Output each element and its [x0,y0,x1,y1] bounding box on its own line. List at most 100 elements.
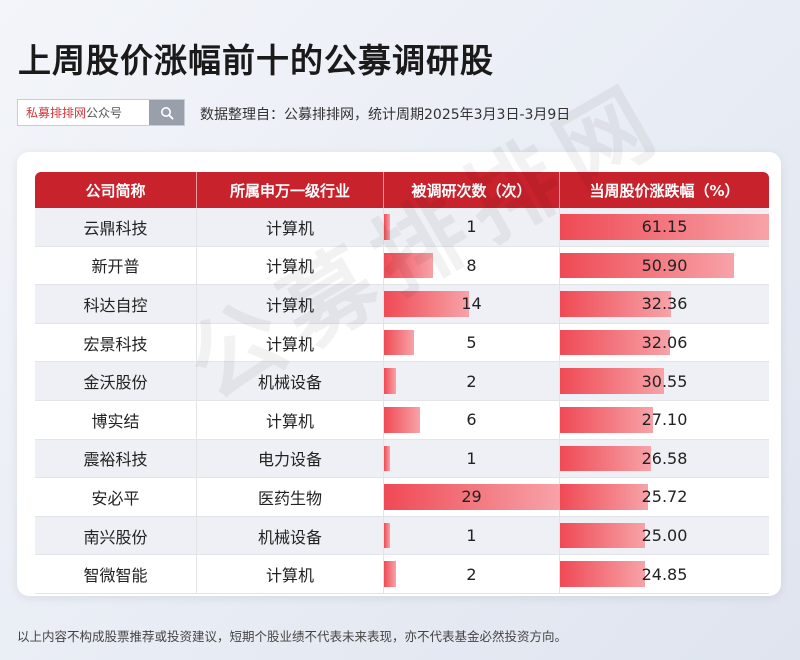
surveys-bar [384,406,421,433]
change-bar [560,291,671,317]
change-bar [560,522,646,549]
table-header: 公司简称 所属申万一级行业 被调研次数（次） 当周股价涨跌幅（%） [35,172,769,208]
table-row: 博实结 计算机 6 27.10 [35,400,769,440]
surveys-value: 14 [461,294,482,314]
surveys-bar [384,522,391,549]
surveys-value: 1 [466,526,477,546]
change-cell: 50.90 [560,247,769,285]
page-title: 上周股价涨幅前十的公募调研股 [18,41,494,80]
surveys-value: 1 [466,217,477,237]
company-cell: 震裕科技 [35,439,197,478]
surveys-bar [384,484,560,510]
surveys-value: 8 [466,255,477,275]
surveys-bar [384,214,391,240]
surveys-bar [384,445,391,472]
change-cell: 61.15 [560,208,769,246]
surveys-value: 2 [466,564,477,584]
change-value: 26.58 [641,448,688,468]
industry-cell: 机械设备 [197,516,384,555]
surveys-cell: 1 [384,208,560,246]
surveys-value: 5 [466,333,477,353]
change-value: 24.85 [641,564,688,584]
industry-cell: 计算机 [197,555,384,593]
column-header-company: 公司简称 [35,172,197,208]
change-bar [560,214,769,240]
change-cell: 30.55 [560,362,769,400]
company-cell: 博实结 [35,400,197,439]
table-row: 安必平 医药生物 29 25.72 [35,478,769,517]
surveys-cell: 6 [384,400,560,439]
surveys-bar [384,368,397,394]
change-cell: 32.06 [560,324,769,362]
search-button[interactable] [149,100,184,125]
industry-cell: 计算机 [197,323,384,362]
surveys-cell: 2 [384,555,560,593]
company-cell: 云鼎科技 [35,208,197,246]
company-cell: 安必平 [35,478,197,516]
change-value: 32.36 [641,294,688,314]
search-input[interactable]: 私募排排网 公众号 [18,100,149,125]
change-bar [560,484,648,510]
surveys-value: 2 [466,371,477,391]
change-cell: 24.85 [560,555,769,593]
survey-stock-table: 公司简称 所属申万一级行业 被调研次数（次） 当周股价涨跌幅（%） 云鼎科技 计算… [35,172,769,594]
table-row: 金沃股份 机械设备 2 30.55 [35,362,769,401]
change-value: 25.00 [641,526,688,546]
change-value: 25.72 [641,487,688,507]
table-row: 科达自控 计算机 14 32.36 [35,285,769,324]
column-header-industry: 所属申万一级行业 [197,172,384,208]
change-cell: 27.10 [560,401,769,439]
surveys-bar [384,329,415,356]
change-cell: 25.72 [560,478,769,516]
disclaimer: 以上内容不构成股票推荐或投资建议，短期个股业绩不代表未来表现，亦不代表基金必然投… [17,629,568,644]
search-icon [160,106,174,120]
change-bar [560,252,734,279]
search-box[interactable]: 私募排排网 公众号 [17,99,185,126]
table-body: 云鼎科技 计算机 1 61.15 新开普 计算机 8 50.90 科达自控 计算机 14 32.36 宏… [35,208,769,594]
company-cell: 科达自控 [35,285,197,323]
industry-cell: 计算机 [197,208,384,246]
surveys-value: 6 [466,410,477,430]
surveys-value: 29 [461,487,482,507]
surveys-bar [384,252,433,279]
company-cell: 金沃股份 [35,362,197,400]
industry-cell: 机械设备 [197,362,384,400]
change-value: 61.15 [641,217,688,237]
surveys-cell: 8 [384,246,560,285]
change-value: 27.10 [641,410,688,430]
data-source-note: 数据整理自：公募排排网，统计周期2025年3月3日-3月9日 [200,107,571,123]
table-row: 新开普 计算机 8 50.90 [35,246,769,286]
change-value: 32.06 [641,333,688,353]
company-cell: 南兴股份 [35,516,197,555]
surveys-cell: 5 [384,323,560,362]
surveys-cell: 1 [384,439,560,478]
surveys-cell: 1 [384,516,560,555]
surveys-bar [384,561,397,587]
table-row: 震裕科技 电力设备 1 26.58 [35,439,769,479]
change-bar [560,561,645,587]
brand-suffix: 公众号 [86,106,123,120]
surveys-bar [384,291,469,317]
column-header-change: 当周股价涨跌幅（%） [589,181,740,200]
industry-cell: 计算机 [197,400,384,439]
industry-cell: 计算机 [197,246,384,285]
change-bar [560,445,651,472]
company-cell: 宏景科技 [35,323,197,362]
table-card: 公司简称 所属申万一级行业 被调研次数（次） 当周股价涨跌幅（%） 云鼎科技 计算… [17,152,781,596]
surveys-value: 1 [466,448,477,468]
change-bar [560,406,653,433]
table-row: 云鼎科技 计算机 1 61.15 [35,208,769,247]
change-cell: 25.00 [560,517,769,555]
table-row: 智微智能 计算机 2 24.85 [35,555,769,594]
table-row: 宏景科技 计算机 5 32.06 [35,323,769,363]
surveys-cell: 29 [384,478,560,516]
change-bar [560,368,665,394]
change-cell: 32.36 [560,285,769,323]
change-cell: 26.58 [560,440,769,478]
surveys-cell: 14 [384,285,560,323]
industry-cell: 医药生物 [197,478,384,516]
table-row: 南兴股份 机械设备 1 25.00 [35,516,769,556]
change-bar [560,329,670,356]
company-cell: 新开普 [35,246,197,285]
change-value: 30.55 [641,371,688,391]
